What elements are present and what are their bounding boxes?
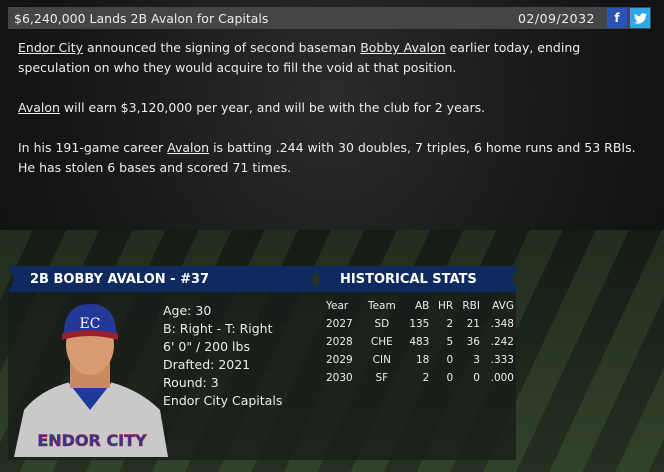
- player-info: Age: 30 B: Right - T: Right 6' 0" / 200 …: [163, 302, 282, 410]
- text: will earn $3,120,000 per year, and will …: [59, 100, 486, 115]
- col-hr: HR: [437, 300, 454, 312]
- facebook-icon: f: [614, 11, 620, 25]
- twitter-icon: [633, 12, 647, 24]
- table-cell: 3: [473, 354, 480, 366]
- table-cell: 18: [415, 354, 430, 366]
- col-team: Team: [367, 300, 396, 312]
- player-height-weight: 6' 0" / 200 lbs: [163, 339, 250, 354]
- player-link[interactable]: Avalon: [167, 140, 210, 155]
- stats-title: HISTORICAL STATS: [340, 271, 477, 287]
- table-cell: SD: [374, 318, 390, 330]
- table-cell: 2028: [326, 336, 353, 348]
- table-row: 2027 SD 135 2 21 .348: [324, 315, 516, 333]
- text: is batting .244 with 30 doubles, 7 tripl…: [18, 140, 636, 175]
- table-header: Year Team AB HR RBI AVG: [324, 297, 516, 315]
- table-cell: CHE: [370, 336, 393, 348]
- table-cell: .333: [490, 354, 514, 366]
- facebook-share-button[interactable]: f: [607, 8, 627, 28]
- historical-stats-table: Year Team AB HR RBI AVG 2027 SD 135 2 21 .348…: [324, 297, 516, 387]
- col-avg: AVG: [492, 300, 514, 312]
- table-row: 2028 CHE 483 5 36 .242: [324, 333, 516, 351]
- headline-date: 02/09/2032: [517, 10, 595, 26]
- twitter-share-button[interactable]: [630, 8, 650, 28]
- table-cell: 2: [422, 372, 430, 384]
- table-cell: 2029: [326, 354, 353, 366]
- table-cell: .348: [490, 318, 514, 330]
- cap-logo: EC: [80, 316, 101, 332]
- player-team: Endor City Capitals: [163, 393, 283, 408]
- text: earlier today, ending speculation on who…: [18, 40, 581, 75]
- table-cell: 135: [409, 318, 430, 330]
- table-cell: 2030: [326, 372, 353, 384]
- table-cell: SF: [375, 372, 389, 384]
- text: announced the signing of second baseman: [83, 40, 361, 55]
- table-cell: 0: [473, 372, 480, 384]
- table-cell: 36: [466, 336, 480, 348]
- player-bats-throws: B: Right - T: Right: [163, 321, 273, 336]
- table-cell: CIN: [372, 354, 391, 366]
- table-cell: .242: [490, 336, 514, 348]
- article-paragraph: Endor City announced the signing of seco…: [18, 38, 648, 78]
- col-ab: AB: [414, 300, 430, 312]
- team-link[interactable]: Endor City: [18, 40, 84, 55]
- article-paragraph: In his 191-game career Avalon is batting…: [18, 138, 648, 178]
- table-cell: 21: [466, 318, 480, 330]
- table-row: 2030 SF 2 0 0 .000: [324, 369, 516, 387]
- player-banner: 2B BOBBY AVALON - #37: [8, 266, 320, 292]
- player-link[interactable]: Avalon: [18, 100, 60, 115]
- player-drafted: Drafted: 2021: [163, 357, 251, 372]
- article-body: Endor City announced the signing of seco…: [18, 38, 648, 198]
- headline: $6,240,000 Lands 2B Avalon for Capitals: [14, 10, 269, 26]
- stats-banner: HISTORICAL STATS: [316, 266, 518, 292]
- player-title: 2B BOBBY AVALON - #37: [30, 271, 210, 287]
- text: In his 191-game career: [18, 140, 168, 155]
- table-row: 2029 CIN 18 0 3 .333: [324, 351, 516, 369]
- player-age: Age: 30: [163, 303, 212, 318]
- table-cell: 2027: [326, 318, 353, 330]
- table-cell: 2: [446, 318, 454, 330]
- col-rbi: RBI: [462, 300, 480, 312]
- table-cell: 0: [446, 354, 454, 366]
- jersey-text: ENDOR CITY: [37, 431, 147, 450]
- headline-bar: $6,240,000 Lands 2B Avalon for Capitals …: [8, 7, 651, 29]
- player-round: Round: 3: [163, 375, 219, 390]
- player-link[interactable]: Bobby Avalon: [360, 40, 446, 55]
- table-cell: 5: [446, 336, 454, 348]
- player-portrait: EC ENDOR CITY: [14, 304, 168, 457]
- article-paragraph: Avalon will earn $3,120,000 per year, an…: [18, 98, 648, 118]
- table-cell: 483: [409, 336, 430, 348]
- col-year: Year: [326, 300, 349, 312]
- table-cell: 0: [446, 372, 454, 384]
- table-cell: .000: [490, 372, 514, 384]
